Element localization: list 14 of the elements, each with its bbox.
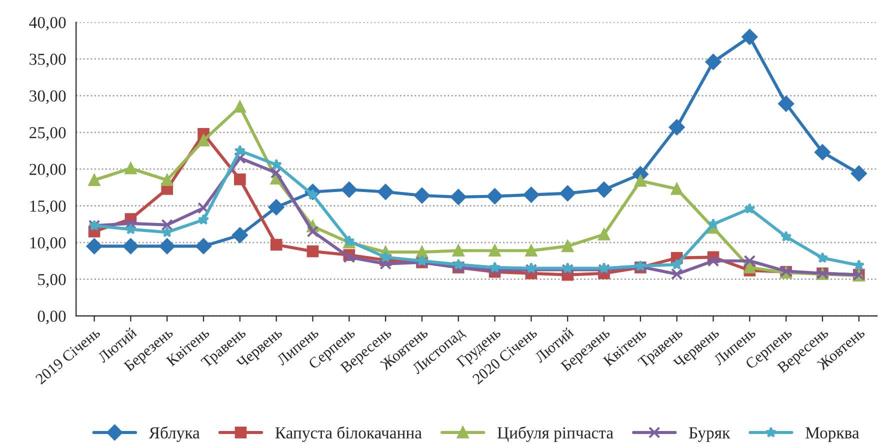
- legend-label: Буряк: [689, 427, 730, 442]
- legend-label: Яблука: [148, 426, 200, 442]
- y-tick-label: 30,00: [30, 90, 66, 104]
- y-tick-label: 5,00: [38, 274, 66, 288]
- y-tick-label: 15,00: [30, 200, 66, 214]
- legend-label: Цибуля ріпчаста: [498, 426, 614, 442]
- y-tick-label: 40,00: [29, 16, 66, 31]
- y-tick-label: 0,00: [38, 310, 66, 324]
- y-tick-label: 35,00: [30, 54, 66, 68]
- y-tick-label: 10,00: [30, 237, 66, 251]
- y-tick-label: 20,00: [30, 164, 66, 178]
- legend-label: Капуста білокачанна: [275, 426, 422, 442]
- legend-label: Морква: [806, 427, 860, 442]
- y-tick-label: 25,00: [30, 127, 66, 141]
